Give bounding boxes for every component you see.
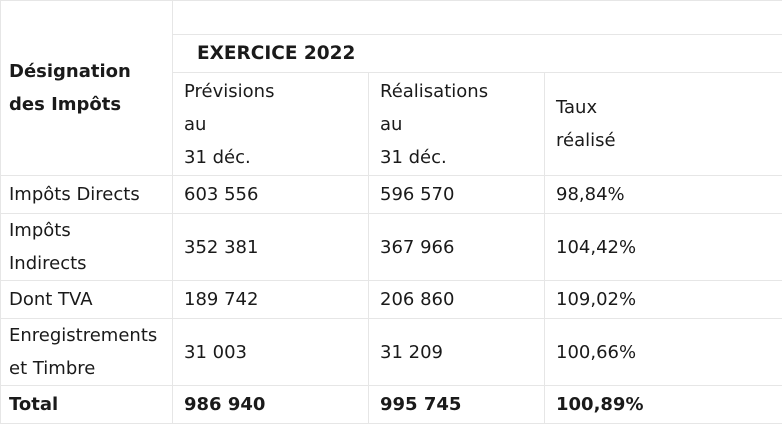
- col-header-previsions-line-2: au: [184, 113, 207, 135]
- realisations-cell: 367 966: [368, 213, 545, 281]
- row-label-line-2: Indirects: [9, 253, 87, 274]
- previsions-cell: 603 556: [172, 175, 369, 214]
- designation-header-line-1: Désignation: [9, 61, 131, 82]
- header-row-columns: Prévisions au 31 déc. Réalisations au 31…: [1, 72, 782, 176]
- taux-cell: 104,42%: [543, 213, 782, 281]
- row-label: Impôts Indirects: [0, 213, 173, 281]
- total-previsions: 986 940: [172, 385, 369, 424]
- header-row-exercice: EXERCICE 2022: [1, 34, 782, 73]
- previsions-cell: 31 003: [172, 318, 369, 386]
- tax-table: Désignation des Impôts EXERCICE 2022 Pré…: [0, 0, 782, 424]
- table-row: Enregistrements et Timbre 31 003 31 209 …: [0, 318, 782, 386]
- col-header-previsions-line-1: Prévisions: [184, 80, 275, 102]
- taux-cell: 100,66%: [543, 318, 782, 386]
- previsions-cell: 189 742: [172, 280, 369, 319]
- col-header-taux: Taux réalisé: [543, 72, 782, 176]
- realisations-cell: 206 860: [368, 280, 545, 319]
- row-label-line-1: Enregistrements: [9, 325, 158, 346]
- table-row: Impôts Indirects 352 381 367 966 104,42%: [0, 213, 782, 281]
- col-header-previsions-line-3: 31 déc.: [184, 146, 251, 168]
- col-header-taux-line-1: Taux: [556, 97, 598, 118]
- taux-cell: 98,84%: [543, 175, 782, 214]
- exercice-header: EXERCICE 2022: [171, 34, 782, 73]
- total-taux: 100,89%: [543, 385, 782, 424]
- row-label-line-2: et Timbre: [9, 358, 96, 379]
- realisations-cell: 31 209: [368, 318, 545, 386]
- realisations-cell: 596 570: [368, 175, 545, 214]
- header-row-empty: Désignation des Impôts: [0, 0, 782, 176]
- row-label: Impôts Directs: [0, 175, 173, 214]
- total-row: Total 986 940 995 745 100,89%: [0, 385, 782, 424]
- row-label: Enregistrements et Timbre: [0, 318, 173, 386]
- taux-cell: 109,02%: [543, 280, 782, 319]
- col-header-realisations-line-3: 31 déc.: [380, 146, 447, 168]
- table-row: Dont TVA 189 742 206 860 109,02%: [0, 280, 782, 319]
- designation-header-line-2: des Impôts: [9, 94, 122, 115]
- previsions-cell: 352 381: [172, 213, 369, 281]
- col-header-realisations: Réalisations au 31 déc.: [368, 72, 545, 176]
- total-label: Total: [0, 385, 173, 424]
- table-row: Impôts Directs 603 556 596 570 98,84%: [0, 175, 782, 214]
- col-header-taux-line-2: réalisé: [556, 130, 616, 151]
- total-realisations: 995 745: [368, 385, 545, 424]
- col-header-realisations-line-2: au: [380, 113, 403, 135]
- col-header-realisations-line-1: Réalisations: [380, 80, 489, 102]
- row-label-line-1: Impôts: [9, 220, 71, 241]
- col-header-previsions: Prévisions au 31 déc.: [172, 72, 369, 176]
- designation-header: Désignation des Impôts: [0, 0, 173, 176]
- header-empty-cell: [171, 0, 782, 35]
- row-label: Dont TVA: [0, 280, 173, 319]
